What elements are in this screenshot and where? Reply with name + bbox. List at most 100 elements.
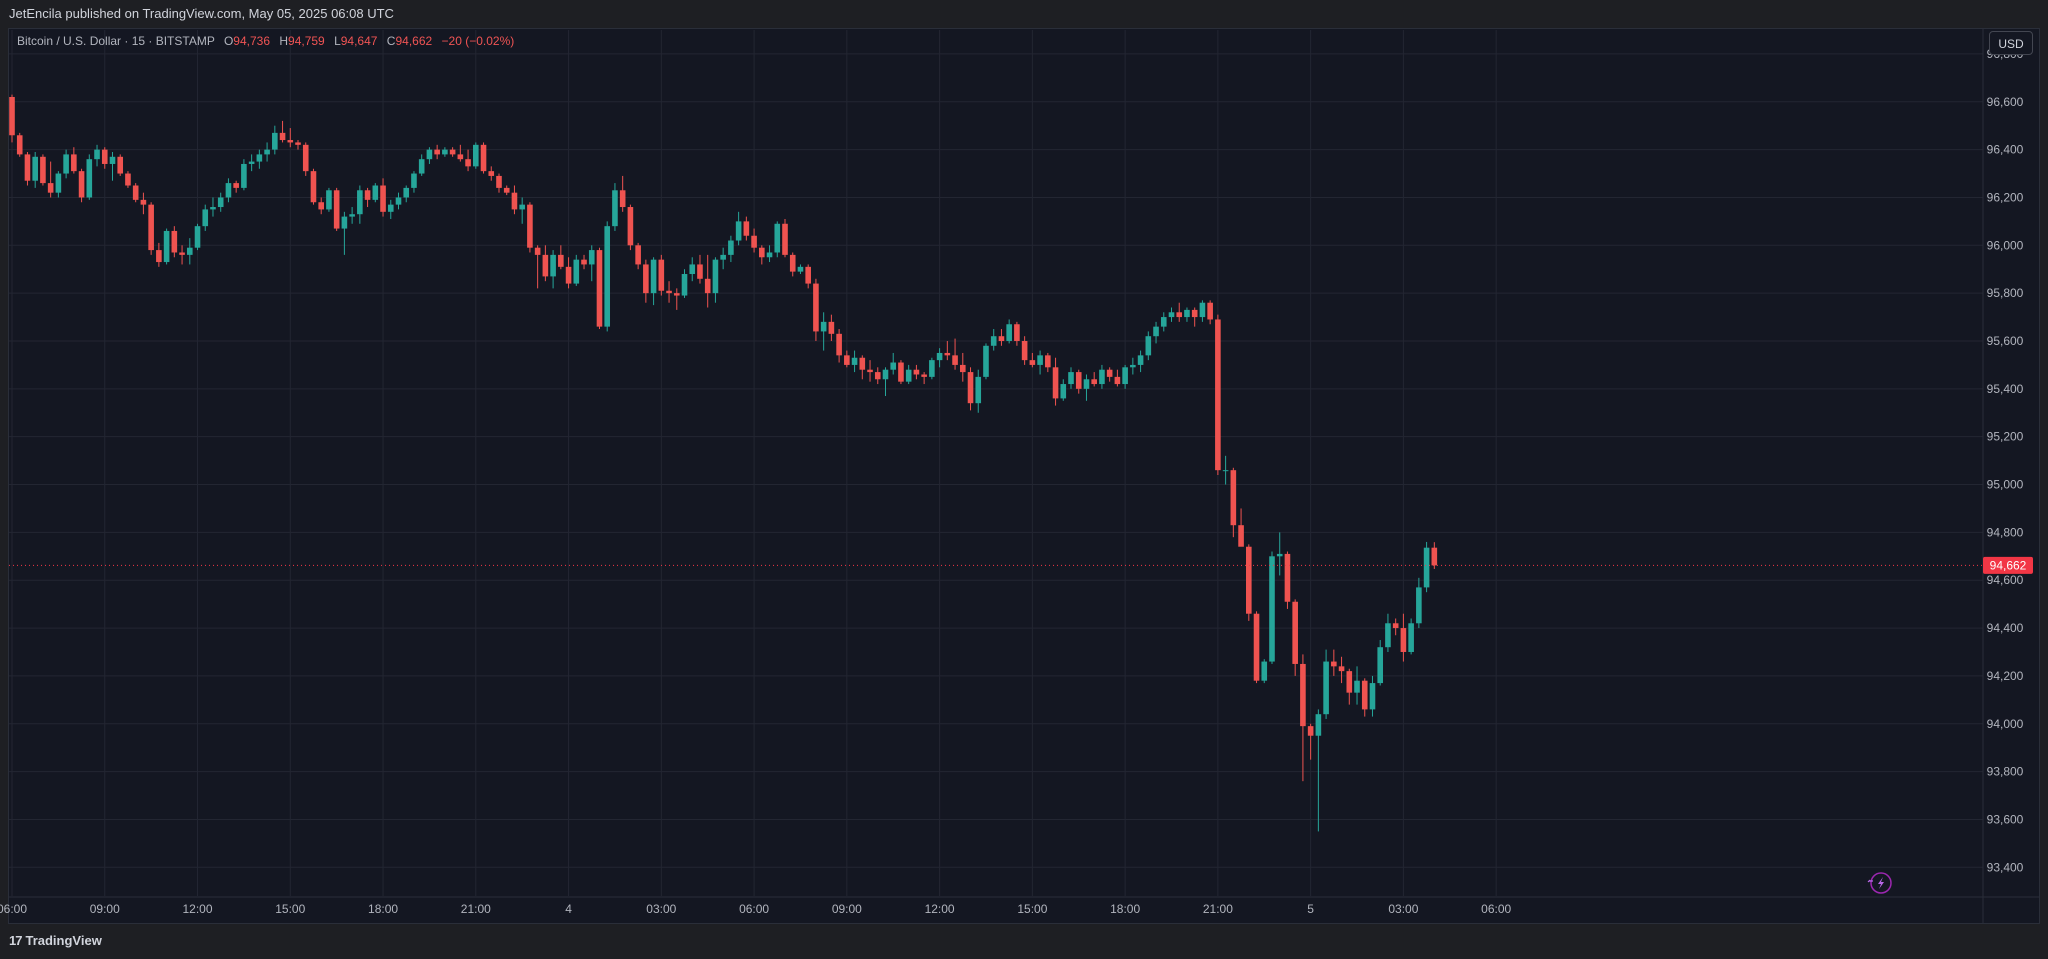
candle-body — [759, 247, 765, 258]
close-value: 94,662 — [395, 34, 433, 48]
candle-up — [418, 154, 425, 176]
candle-body — [101, 149, 108, 164]
candle-body — [287, 140, 294, 143]
candle-up — [395, 192, 402, 210]
candle-body — [859, 357, 866, 370]
candle-up — [1184, 307, 1190, 322]
candle-body — [449, 149, 456, 155]
candle-up — [1199, 300, 1206, 322]
lightning-icon[interactable] — [1867, 872, 1892, 894]
candle-down — [1106, 367, 1113, 382]
candle-body — [47, 183, 54, 193]
candle-body — [1184, 309, 1190, 318]
candle-body — [558, 254, 564, 267]
candle-down — [1207, 300, 1213, 325]
candle-body — [1191, 309, 1198, 318]
price-tick-label: 93,800 — [1987, 765, 2024, 779]
candle-body — [735, 221, 742, 241]
currency-button[interactable]: USD — [1989, 31, 2033, 55]
candle-down — [805, 264, 811, 289]
candle-up — [426, 147, 433, 164]
price-tick-label: 95,400 — [1987, 382, 2024, 396]
candle-up — [929, 357, 935, 380]
grid-lines — [9, 30, 1983, 896]
candle-body — [519, 204, 525, 210]
candle-up — [256, 149, 263, 169]
candle-body — [457, 154, 464, 160]
candle-body — [442, 149, 448, 155]
candle-body — [828, 321, 835, 334]
price-tick-label: 93,400 — [1987, 860, 2024, 874]
candle-down — [836, 329, 842, 363]
candle-up — [1261, 659, 1268, 684]
candle-down — [782, 218, 788, 258]
candle-body — [612, 190, 618, 227]
candle-down — [71, 147, 77, 174]
candle-body — [550, 254, 556, 277]
candle-up — [32, 152, 38, 188]
candle-body — [1338, 666, 1345, 672]
candle-down — [1392, 618, 1399, 636]
candle-down — [1284, 551, 1291, 609]
candle-up — [905, 364, 912, 385]
candle-up — [735, 211, 742, 246]
candle-up — [1369, 675, 1376, 717]
candle-body — [751, 235, 757, 248]
price-tick-label: 95,200 — [1987, 430, 2024, 444]
candle-body — [1246, 546, 1252, 614]
candle-up — [990, 329, 997, 351]
candle-body — [186, 247, 193, 255]
price-axis[interactable]: 96,80096,60096,40096,20096,00095,80095,6… — [1987, 47, 2024, 874]
candle-body — [1377, 647, 1384, 684]
candle-body — [1238, 525, 1244, 547]
candle-up — [1122, 364, 1128, 389]
candle-body — [836, 333, 842, 356]
candle-down — [434, 144, 440, 160]
candle-body — [148, 204, 154, 251]
candle-down — [125, 171, 131, 188]
candle-body — [426, 149, 433, 160]
candle-body — [704, 278, 711, 294]
footer — [0, 924, 2048, 959]
candle-body — [109, 156, 116, 164]
candle-body — [194, 226, 201, 248]
candle-body — [1261, 661, 1268, 681]
tradingview-logo[interactable]: 17 TradingView — [9, 933, 102, 948]
candle-up — [248, 154, 255, 172]
candle-body — [1075, 372, 1082, 389]
candlestick-chart[interactable]: 96,80096,60096,40096,20096,00095,80095,6… — [0, 0, 2048, 924]
candle-body — [1346, 671, 1353, 693]
candle-body — [418, 159, 425, 174]
price-tick-label: 96,400 — [1987, 143, 2024, 157]
candle-down — [874, 367, 881, 385]
candle-down — [867, 360, 873, 382]
candle-down — [813, 278, 819, 341]
candle-down — [1246, 544, 1252, 621]
candle-down — [643, 259, 649, 303]
candle-body — [310, 171, 317, 203]
time-axis[interactable]: 06:00 09:00 12:00 15:00 18:00 21:00 4 03:00 06:0… — [0, 902, 1511, 916]
candle-body — [1354, 680, 1360, 693]
candle-body — [1029, 360, 1036, 365]
candle-up — [272, 125, 278, 155]
candle-down — [658, 254, 665, 296]
candle-down — [581, 254, 587, 270]
candle-down — [844, 350, 850, 368]
candle-down — [1331, 649, 1337, 676]
candle-body — [936, 352, 943, 361]
candle-down — [619, 175, 626, 212]
candle-body — [666, 290, 672, 294]
candle-body — [1331, 661, 1337, 667]
candle-up — [349, 207, 355, 224]
candle-up — [1145, 331, 1152, 361]
candle-body — [1276, 553, 1283, 557]
candle-body — [63, 154, 69, 174]
candle-body — [952, 355, 958, 365]
candle-up — [882, 367, 889, 397]
open-value: 94,736 — [233, 34, 270, 48]
candle-down — [1091, 372, 1097, 387]
symbol-legend[interactable]: Bitcoin / U.S. Dollar · 15 · BITSTAMP O9… — [17, 34, 514, 48]
high-label: H — [279, 34, 289, 48]
candle-down — [1029, 352, 1036, 368]
candle-body — [511, 192, 518, 210]
